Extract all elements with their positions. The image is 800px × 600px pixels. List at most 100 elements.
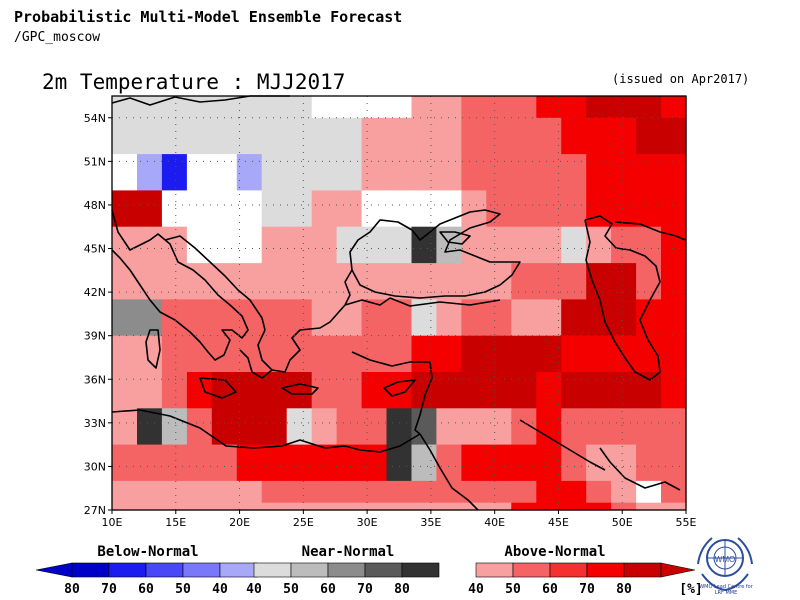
grid-cell — [311, 480, 338, 504]
legend-below-label: 80 — [64, 582, 80, 597]
grid-cell — [236, 502, 263, 511]
legend-below-label: 70 — [101, 582, 117, 597]
grid-cell — [211, 226, 238, 264]
greece-coast — [239, 269, 353, 379]
grid-cell — [236, 154, 263, 191]
grid-cell — [536, 299, 562, 337]
legend-near-title: Near-Normal — [302, 544, 395, 560]
grid-cell — [286, 117, 313, 155]
grid-cell — [161, 480, 188, 504]
grid-cell — [236, 444, 263, 482]
grid-cell — [286, 190, 313, 228]
grid-cell — [186, 117, 213, 155]
grid-cell — [386, 226, 413, 264]
y-tick-label: 30N — [84, 460, 106, 473]
grid-cell — [461, 299, 487, 337]
grid-cell — [661, 299, 687, 337]
y-tick-label: 27N — [84, 504, 106, 517]
grid-cell — [112, 502, 138, 511]
grid-cell — [636, 117, 662, 155]
grid-cell — [511, 502, 537, 511]
grid-cell — [311, 154, 338, 191]
grid-cell — [636, 444, 662, 482]
grid-cell — [486, 154, 512, 191]
grid-cell — [261, 263, 288, 300]
grid-cell — [286, 372, 313, 409]
legend-below-title: Below-Normal — [97, 544, 198, 560]
grid-cell — [511, 335, 537, 373]
grid-cell — [561, 96, 587, 119]
grid-cell — [112, 480, 138, 504]
grid-cell — [261, 154, 288, 191]
grid-cell — [286, 480, 313, 504]
grid-cell — [236, 96, 263, 119]
x-tick-label: 45E — [548, 516, 569, 529]
grid-cell — [511, 408, 537, 446]
grid-cell — [561, 299, 587, 337]
legend-above-swatch — [586, 562, 625, 578]
grid-cell — [286, 408, 313, 446]
grid-cell — [511, 444, 537, 482]
grid-cell — [261, 444, 288, 482]
wmo-caption: WMO Lead Centre for LRF MME — [686, 584, 766, 596]
caspian — [584, 215, 661, 381]
x-tick-label: 25E — [293, 516, 314, 529]
grid-cell — [361, 117, 388, 155]
grid-cell — [236, 299, 263, 337]
y-tick-label: 42N — [84, 286, 106, 299]
grid-cell — [461, 154, 487, 191]
adriatic-coast — [164, 235, 266, 331]
grid-cell — [386, 408, 413, 446]
grid-cell — [236, 408, 263, 446]
grid-cell — [161, 154, 188, 191]
grid-cell — [411, 372, 438, 409]
grid-cell — [286, 96, 313, 119]
grid-cell — [137, 190, 163, 228]
grid-cell — [536, 372, 562, 409]
grid-cell — [161, 117, 188, 155]
grid-cell — [186, 299, 213, 337]
grid-cell — [311, 263, 338, 300]
africa-coast — [111, 409, 421, 453]
grid-cell — [586, 96, 612, 119]
grid-cell — [636, 502, 662, 511]
graticule — [112, 96, 686, 510]
grid-cell — [186, 190, 213, 228]
grid-cell — [536, 263, 562, 300]
x-tick-label: 55E — [676, 516, 697, 529]
grid-cell — [161, 444, 188, 482]
grid-cell — [211, 117, 238, 155]
legend-near-label: 70 — [357, 582, 373, 597]
grid-cell — [436, 372, 462, 409]
grid-cell — [211, 444, 238, 482]
grid-cell — [161, 502, 188, 511]
grid-cell — [536, 480, 562, 504]
grid-cell — [311, 502, 338, 511]
grid-cell — [336, 480, 363, 504]
legend-near-label: 50 — [283, 582, 299, 597]
grid-cell — [486, 299, 512, 337]
grid-cell — [361, 226, 388, 264]
grid-cell — [486, 502, 512, 511]
grid-cell — [386, 372, 413, 409]
grid-cell — [311, 96, 338, 119]
legend-above-arrow — [660, 562, 696, 578]
legend-above-label: 70 — [579, 582, 595, 597]
grid-cell — [261, 299, 288, 337]
grid-cell — [112, 117, 138, 155]
y-tick-label: 39N — [84, 330, 106, 343]
grid-cell — [586, 444, 612, 482]
grid-cell — [586, 408, 612, 446]
grid-cell — [311, 335, 338, 373]
wmo-logo-icon: WMO — [697, 537, 753, 592]
longitude-axis: 10E 15E 20E 25E 30E 35E 40E 45E 50E 55E — [102, 510, 697, 529]
grid-cell — [536, 408, 562, 446]
grid-cell — [361, 480, 388, 504]
grid-cell — [261, 480, 288, 504]
grid-cell — [536, 96, 562, 119]
grid-cell — [561, 480, 587, 504]
legend-above-swatch — [512, 562, 551, 578]
grid-cell — [611, 480, 637, 504]
grid-cell — [161, 263, 188, 300]
